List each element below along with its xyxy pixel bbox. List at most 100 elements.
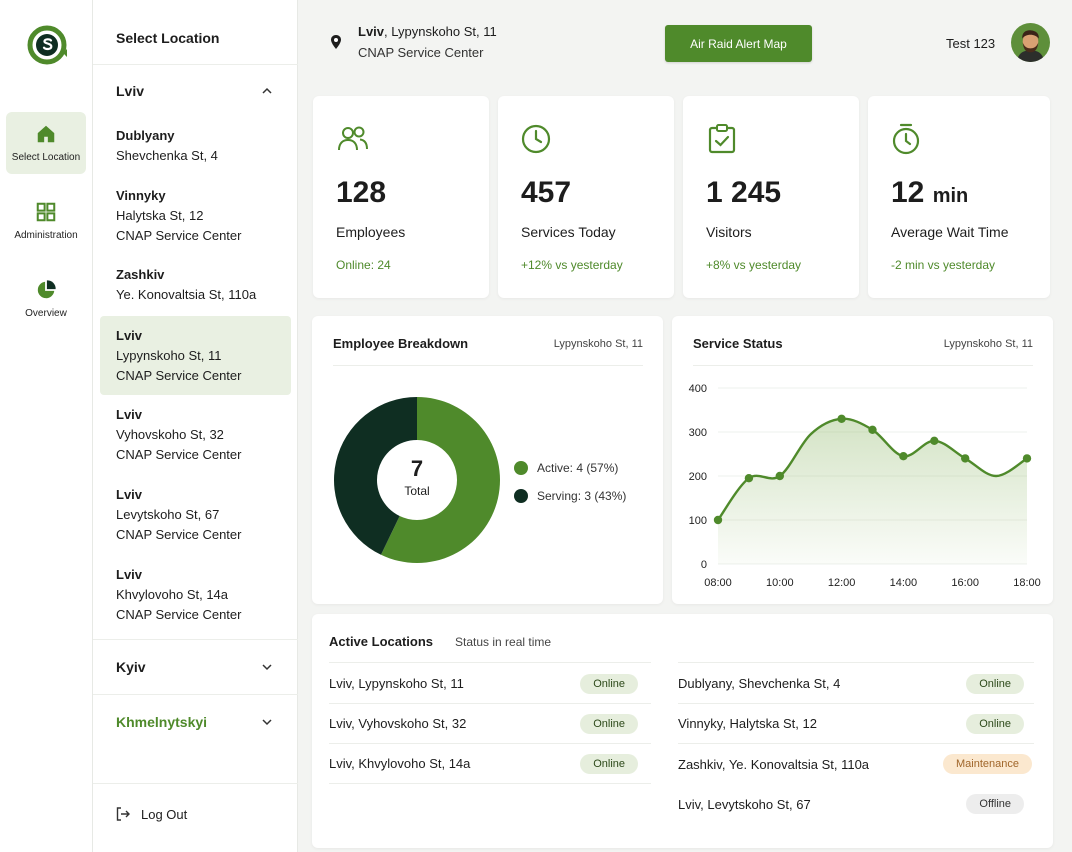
location-item-title: Lviv [116,487,143,502]
divider [329,662,651,663]
stat-sub: Online: 24 [336,258,391,272]
current-city: Lviv [358,24,385,39]
location-panel: Select Location Lviv Dublyany Shevchenka… [93,0,298,852]
legend-item-serving: Serving: 3 (43%) [514,489,626,503]
panel-title: Employee Breakdown [333,336,469,351]
stat-card-employees: 128 Employees Online: 24 [313,96,489,298]
service-status-chart: 0 100 200 300 400 08:00 10:00 12:00 14:00 16:00 1… [689,383,1041,589]
service-status-card: Service Status Lypynskoho St, 11 0 100 200… [672,316,1053,604]
stat-label: Average Wait Time [891,224,1009,240]
app-logo[interactable] [27,25,67,65]
rail-item-select-location[interactable]: Select Location [6,112,86,174]
status-badge: Online [966,713,1024,734]
location-name: Lviv, Vyhovskoho St, 32 [329,716,467,731]
rail-item-label: Select Location [11,152,81,163]
location-item-address: Khvylovoho St, 14a [116,587,229,602]
status-badge: Online [580,753,638,774]
table-row[interactable]: Dublyany, Shevchenka St, 4 Online [678,664,1034,704]
logout-button[interactable]: Log Out [115,806,187,822]
location-item-center: CNAP Service Center [116,527,242,542]
rail-item-label: Administration [14,230,78,241]
donut-slice-active [380,397,500,563]
divider [93,783,298,784]
location-item-address: Vyhovskoho St, 32 [116,427,224,442]
stat-label: Services Today [521,224,616,240]
city-name: Kyiv [116,659,146,675]
status-badge: Online [580,673,638,694]
location-item-lviv-levytskoho[interactable]: Lviv Levytskoho St, 67 CNAP Service Cent… [100,475,291,555]
rail-item-overview[interactable]: Overview [6,268,86,330]
stat-card-average-wait-time: 12 min Average Wait Time -2 min vs yeste… [868,96,1050,298]
location-item-address: Ye. Konovaltsia St, 110a [116,287,257,302]
air-raid-alert-map-button[interactable]: Air Raid Alert Map [665,25,812,62]
city-name: Khmelnytskyi [116,714,208,730]
panel-title: Service Status [693,336,783,351]
x-tick-label: 18:00 [1013,577,1041,589]
y-tick-label: 400 [689,383,707,395]
table-row[interactable]: Lviv, Lypynskoho St, 11 Online [329,664,651,704]
location-item-title: Dublyany [116,128,175,143]
map-pin-icon [331,35,341,49]
location-item-dublyany[interactable]: Dublyany Shevchenka St, 4 [100,116,291,176]
employee-breakdown-card: Employee Breakdown Lypynskoho St, 11 7 T… [312,316,663,604]
location-item-center: CNAP Service Center [116,607,242,622]
location-item-title: Vinnyky [116,188,166,203]
table-row[interactable]: Vinnyky, Halytska St, 12 Online [678,704,1034,744]
stat-sub: +12% vs yesterday [521,258,623,272]
location-item-lviv-lypynskoho[interactable]: Lviv Lypynskoho St, 11 CNAP Service Cent… [100,316,291,395]
divider [93,64,298,65]
legend-swatch [514,489,528,503]
rail-item-label: Overview [25,308,67,319]
chevron-up-icon [262,87,272,94]
y-tick-label: 200 [689,471,707,483]
users-icon [338,126,368,151]
location-name: Zashkiv, Ye. Konovaltsia St, 110a [678,756,870,772]
table-row[interactable]: Lviv, Vyhovskoho St, 32 Online [329,704,651,744]
city-group-kyiv[interactable]: Kyiv [93,640,298,694]
city-group-khmelnytskyi[interactable]: Khmelnytskyi [93,695,298,749]
donut-total-value: 7 [411,456,423,481]
table-row[interactable]: Lviv, Khvylovoho St, 14a Online [329,744,651,784]
y-tick-label: 100 [689,515,707,527]
donut-total-label: Total [404,484,429,498]
location-item-vinnyky[interactable]: Vinnyky Halytska St, 12 CNAP Service Cen… [100,176,291,256]
legend-item-active: Active: 4 (57%) [514,461,618,475]
stat-card-services-today: 457 Services Today +12% vs yesterday [498,96,674,298]
user-name: Test 123 [946,36,996,51]
current-street: , Lypynskoho St, 11 [384,24,497,39]
location-name: Lviv, Lypynskoho St, 11 [329,676,464,691]
location-item-lviv-khvylovoho[interactable]: Lviv Khvylovoho St, 14a CNAP Service Cen… [100,555,291,635]
location-item-title: Lviv [116,567,143,582]
stat-label: Employees [336,224,406,240]
table-row[interactable]: Lviv, Levytskoho St, 67 Offline [678,784,1034,824]
data-point [899,452,908,461]
chevron-down-icon [262,719,272,726]
avatar[interactable] [1011,23,1050,62]
timer-icon [892,123,920,155]
location-item-lviv-vyhovskoho[interactable]: Lviv Vyhovskoho St, 32 CNAP Service Cent… [100,395,291,475]
status-badge: Online [580,713,638,734]
status-badge: Maintenance [943,754,1032,774]
panel-subtitle: Status in real time [455,635,552,649]
city-group-lviv[interactable]: Lviv [93,64,298,118]
location-item-center: CNAP Service Center [116,368,242,383]
data-point [961,454,970,463]
current-location: Lviv, Lypynskoho St, 11 CNAP Service Cen… [328,22,497,64]
logout-icon [116,807,130,821]
location-item-address: Levytskoho St, 67 [116,507,220,522]
location-name: Lviv, Khvylovoho St, 14a [329,756,471,771]
y-tick-label: 0 [701,559,707,571]
nav-rail: Select Location Administration Overview [0,0,93,852]
stat-card-visitors: 1 245 Visitors +8% vs yesterday [683,96,859,298]
divider [693,365,1033,366]
table-row[interactable]: Zashkiv, Ye. Konovaltsia St, 110a Mainte… [678,744,1034,784]
divider [678,662,1034,663]
location-item-zashkiv[interactable]: Zashkiv Ye. Konovaltsia St, 110a [100,255,291,315]
location-item-address: Lypynskoho St, 11 [116,348,222,363]
stat-sub: +8% vs yesterday [706,258,802,272]
current-center: CNAP Service Center [358,45,484,60]
stat-sub: -2 min vs yesterday [891,258,996,272]
stat-value: 1 245 [706,176,782,209]
donut-slice-serving [334,397,417,555]
rail-item-administration[interactable]: Administration [6,190,86,252]
